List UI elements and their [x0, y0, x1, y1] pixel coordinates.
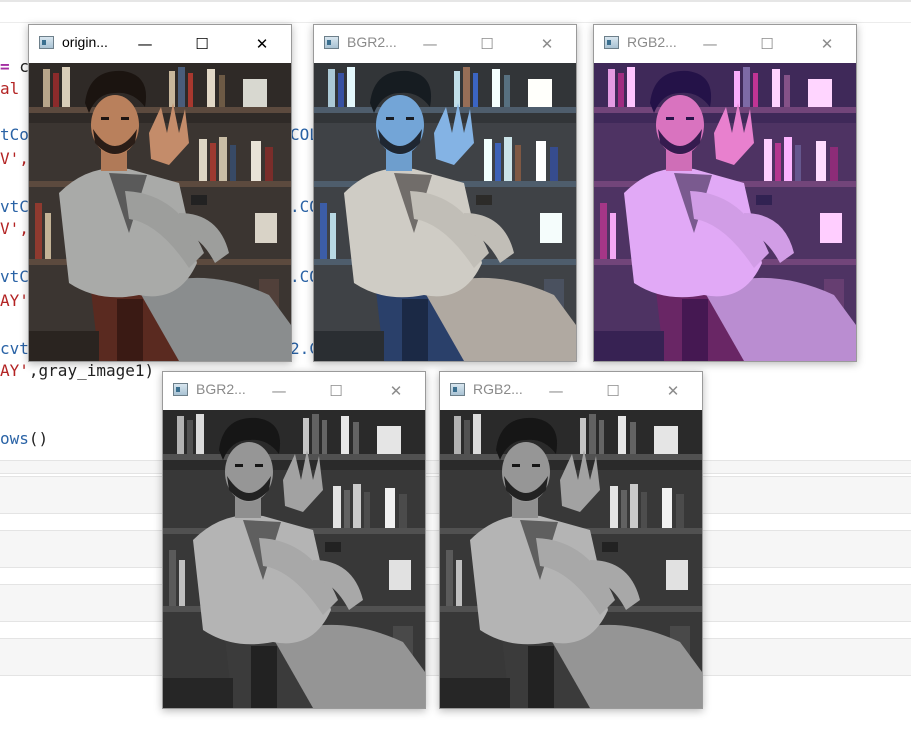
code-token: vtC — [0, 197, 29, 216]
code-line-1: = c — [0, 58, 29, 76]
editor-divider — [0, 22, 911, 23]
window-rgb2-color[interactable]: RGB2... — ☐ ✕ — [593, 24, 857, 362]
code-token: ,gray_image1) — [28, 361, 155, 380]
maximize-button[interactable]: ☐ — [606, 381, 620, 400]
window-titlebar[interactable]: BGR2... — ☐ ✕ — [163, 372, 425, 409]
window-titlebar[interactable]: BGR2... — ☐ ✕ — [314, 25, 576, 62]
opencv-window-icon — [450, 383, 465, 396]
code-line-10: AY',gray_image1) — [0, 362, 154, 380]
code-token: () — [28, 429, 49, 448]
code-line-6: V', — [0, 220, 29, 238]
code-token: .CO — [290, 267, 319, 286]
image-canvas — [29, 63, 291, 361]
code-line-7b: .CO — [290, 268, 319, 286]
code-line-3b: COL — [290, 126, 319, 144]
window-original[interactable]: origin... — ☐ ✕ — [28, 24, 292, 362]
opencv-window-icon — [173, 383, 188, 396]
window-titlebar[interactable]: RGB2... — ☐ ✕ — [440, 372, 702, 409]
code-line-5: vtC — [0, 198, 29, 216]
code-token: tCo — [0, 125, 29, 144]
opencv-window-icon — [39, 36, 54, 49]
code-token: = — [0, 57, 20, 76]
code-line-11: ows() — [0, 430, 48, 448]
minimize-button[interactable]: — — [137, 34, 153, 53]
code-line-7: vtC — [0, 268, 29, 286]
code-line-5b: .CO — [290, 198, 319, 216]
portrait-image — [29, 63, 291, 361]
code-line-3: tCo — [0, 126, 29, 144]
code-token: vtC — [0, 267, 29, 286]
maximize-button[interactable]: ☐ — [480, 34, 494, 53]
close-button[interactable]: ✕ — [540, 34, 554, 53]
window-bgr2-color[interactable]: BGR2... — ☐ ✕ — [313, 24, 577, 362]
image-canvas — [163, 410, 425, 708]
portrait-image-gray — [440, 410, 702, 708]
code-line-2: al — [0, 80, 19, 98]
code-line-8: AY' — [0, 292, 29, 310]
maximize-button[interactable]: ☐ — [195, 34, 209, 53]
code-token: .CO — [290, 197, 319, 216]
window-title: origin... — [62, 34, 108, 50]
code-token: ows — [0, 429, 29, 448]
close-button[interactable]: ✕ — [255, 34, 269, 53]
maximize-button[interactable]: ☐ — [760, 34, 774, 53]
window-title: RGB2... — [473, 381, 523, 397]
code-line-9: cvt — [0, 340, 29, 358]
window-title: RGB2... — [627, 34, 677, 50]
close-button[interactable]: ✕ — [820, 34, 834, 53]
window-titlebar[interactable]: RGB2... — ☐ ✕ — [594, 25, 856, 62]
image-canvas — [594, 63, 856, 361]
window-bgr2-gray[interactable]: BGR2... — ☐ ✕ — [162, 371, 426, 709]
portrait-image-gray — [163, 410, 425, 708]
code-token: 2.C — [290, 339, 319, 358]
minimize-button[interactable]: — — [271, 381, 287, 400]
minimize-button[interactable]: — — [702, 34, 718, 53]
window-rgb2-gray[interactable]: RGB2... — ☐ ✕ — [439, 371, 703, 709]
code-line-9b: 2.C — [290, 340, 319, 358]
portrait-image-rgb — [594, 63, 856, 361]
code-line-4: V', — [0, 150, 29, 168]
close-button[interactable]: ✕ — [389, 381, 403, 400]
code-token: COL — [290, 125, 319, 144]
code-token: AY' — [0, 291, 29, 310]
image-canvas — [440, 410, 702, 708]
code-token: V', — [0, 219, 29, 238]
opencv-window-icon — [324, 36, 339, 49]
portrait-image-bgr — [314, 63, 576, 361]
code-token: V', — [0, 149, 29, 168]
editor-top-border — [0, 0, 911, 2]
window-titlebar[interactable]: origin... — ☐ ✕ — [29, 25, 291, 62]
minimize-button[interactable]: — — [422, 34, 438, 53]
code-token: al — [0, 79, 20, 98]
opencv-window-icon — [604, 36, 619, 49]
maximize-button[interactable]: ☐ — [329, 381, 343, 400]
minimize-button[interactable]: — — [548, 381, 564, 400]
window-title: BGR2... — [196, 381, 246, 397]
window-title: BGR2... — [347, 34, 397, 50]
image-canvas — [314, 63, 576, 361]
code-token: AY' — [0, 361, 29, 380]
close-button[interactable]: ✕ — [666, 381, 680, 400]
code-token: cvt — [0, 339, 29, 358]
code-token: c — [19, 57, 29, 76]
